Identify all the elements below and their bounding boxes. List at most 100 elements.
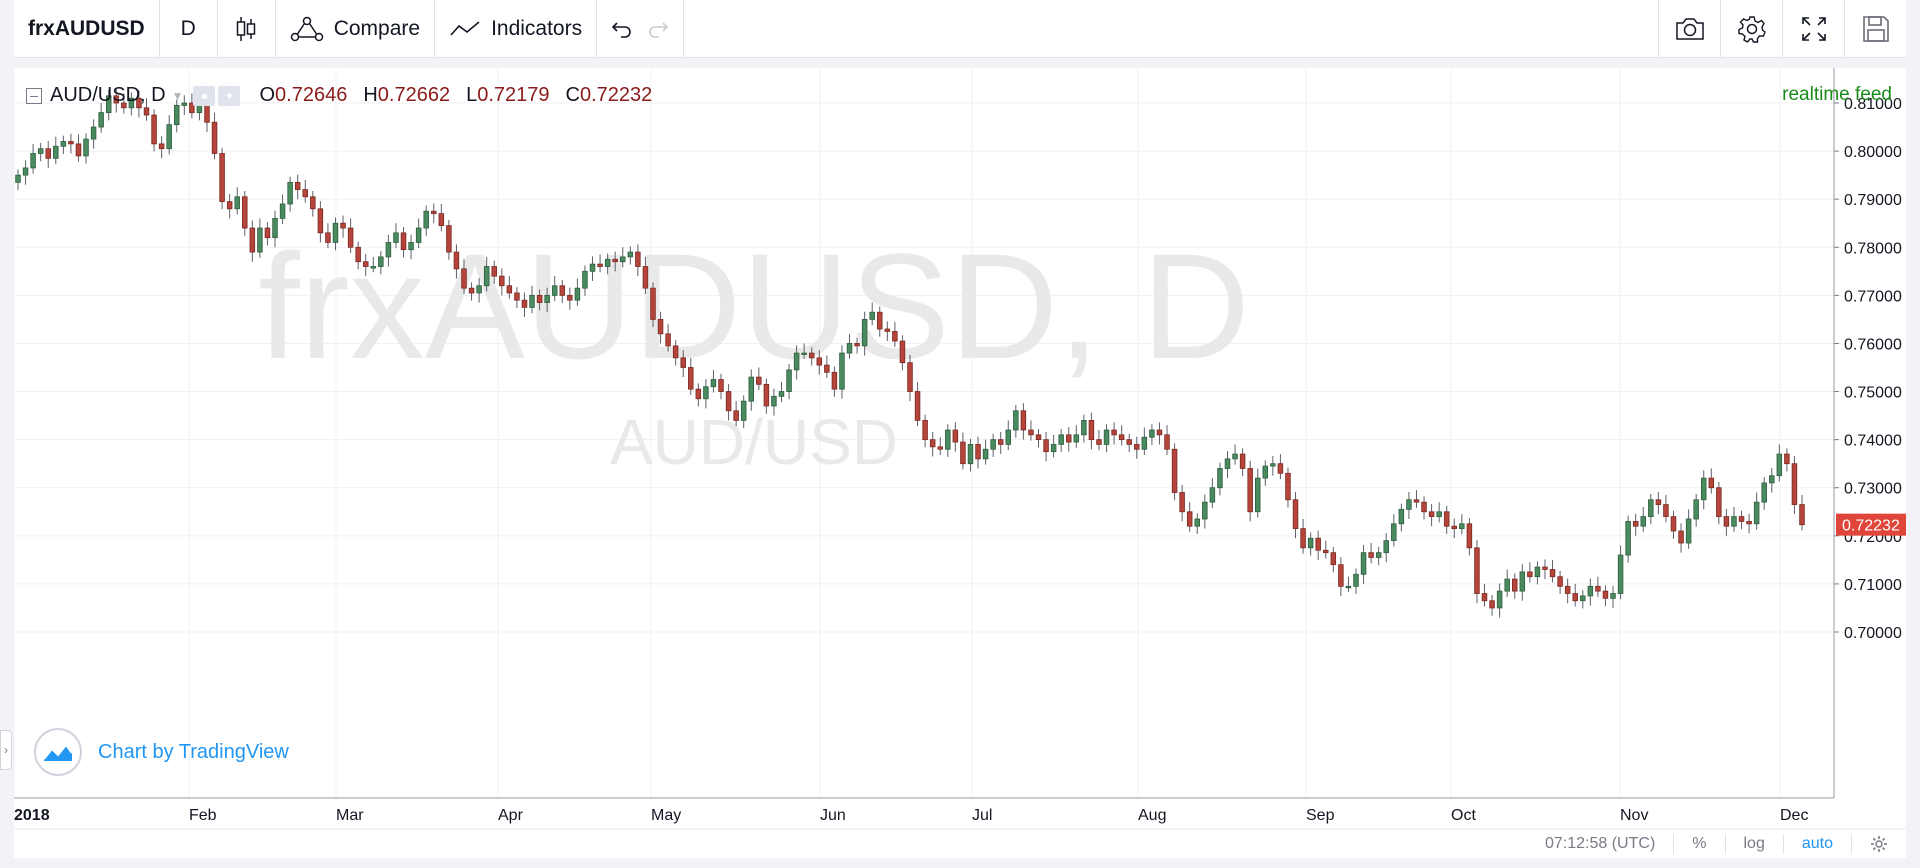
candle (1202, 494, 1208, 529)
candle (446, 219, 452, 260)
x-tick-label: Jul (972, 807, 992, 824)
y-tick-label: 0.78000 (1844, 240, 1902, 257)
log-scale-toggle[interactable]: log (1724, 834, 1783, 854)
chart-style-button[interactable] (218, 0, 276, 58)
scale-settings-icon[interactable] (1851, 834, 1906, 854)
candle-body-down (1239, 453, 1246, 469)
candle-body-down (1564, 585, 1571, 594)
candle-body-down (1466, 523, 1473, 549)
close-value: 0.72232 (579, 84, 653, 106)
candle (839, 345, 845, 399)
candle-body-up (869, 311, 875, 320)
candle-body-up (1209, 487, 1216, 503)
candle (1769, 468, 1775, 493)
candle (1050, 434, 1057, 458)
candle-body-up (1648, 499, 1654, 517)
utc-clock[interactable]: 07:12:58 (UTC) (1545, 835, 1656, 852)
candle (355, 241, 361, 270)
candle-body-down (340, 222, 346, 229)
candle (854, 337, 860, 354)
candle-body-down (824, 364, 830, 373)
candle-body-up (60, 141, 67, 147)
candle-body-up (22, 167, 29, 176)
candle (771, 388, 777, 416)
candle-body-up (945, 429, 951, 450)
candle (952, 422, 959, 452)
candle-body-down (264, 227, 271, 239)
candle (582, 265, 588, 296)
caret-down-icon[interactable]: ▼ (171, 88, 184, 103)
chart-canvas[interactable]: frxAUDUSD, D AUD/USD 0.81000 0.80000 0.790… (14, 68, 1906, 828)
last-price-label: 0.72232 (1842, 518, 1900, 535)
candle-body-down (1670, 516, 1677, 532)
open-value: 0.72646 (275, 84, 348, 106)
candle (1504, 569, 1510, 597)
candle-body-down (1572, 593, 1578, 602)
candle-body-up (604, 258, 611, 267)
save-button[interactable] (1844, 0, 1906, 58)
candle-body-down (1784, 453, 1790, 465)
candle-body-up (128, 97, 135, 109)
candle (1156, 422, 1163, 445)
candle-body-down (45, 148, 51, 159)
candle (861, 311, 868, 356)
candle-body-up (620, 256, 626, 263)
percent-scale-toggle[interactable]: % (1673, 834, 1724, 854)
candle (514, 287, 520, 308)
candle (1186, 502, 1193, 532)
candle-body-down (1126, 439, 1132, 445)
candle-body-up (181, 102, 188, 106)
candle-body-up (378, 256, 384, 267)
candle-body-down (1716, 487, 1722, 517)
candle-body-up (15, 174, 21, 183)
candle-body-down (650, 287, 656, 320)
chart-by-tradingview-link[interactable]: Chart by TradingView (98, 740, 289, 763)
candle (166, 115, 172, 155)
symbol-search-button[interactable]: frxAUDUSD (14, 0, 160, 58)
settings-button[interactable] (1720, 0, 1782, 58)
series-title[interactable]: AUD/USD, D (50, 84, 166, 106)
candle-body-down (657, 319, 664, 335)
candle (1564, 578, 1571, 604)
candle (1383, 532, 1389, 563)
candle (468, 282, 475, 301)
candle-body-up (1050, 444, 1057, 453)
candle (778, 381, 785, 403)
candle (786, 364, 792, 400)
candle-body-down (1043, 439, 1049, 453)
redo-icon[interactable] (647, 19, 669, 39)
chart-pane[interactable]: frxAUDUSD, D AUD/USD 0.81000 0.80000 0.790… (14, 68, 1906, 828)
candle (1217, 462, 1223, 496)
candle-body-down (158, 143, 165, 150)
candle-body-down (136, 97, 142, 109)
candle-body-down (1512, 578, 1518, 592)
candle-body-down (1096, 439, 1102, 445)
side-panel-toggle[interactable]: › (0, 730, 12, 770)
fullscreen-button[interactable] (1782, 0, 1844, 58)
indicators-button[interactable]: Indicators (435, 0, 598, 58)
candle-body-down (1035, 434, 1042, 441)
screenshot-button[interactable] (1658, 0, 1720, 58)
candle-body-down (1481, 593, 1488, 602)
candle-body-down (635, 251, 641, 267)
auto-scale-toggle[interactable]: auto (1782, 834, 1851, 854)
candle-body-down (347, 227, 354, 248)
gear-small-icon[interactable]: ✦ (218, 85, 241, 106)
compare-button[interactable]: Compare (276, 0, 436, 58)
candle-body-down (294, 181, 301, 190)
candle (1443, 506, 1450, 534)
candle (672, 340, 679, 366)
candle-body-down (718, 379, 724, 392)
candle-body-down (1791, 463, 1798, 505)
candle-body-down (1134, 444, 1140, 450)
candle-body-down (1474, 547, 1480, 594)
candle (1421, 496, 1427, 520)
interval-button[interactable]: D (160, 0, 218, 58)
candle-body-down (733, 410, 739, 421)
candle-body-down (1285, 472, 1291, 501)
undo-icon[interactable] (611, 19, 633, 39)
tradingview-branding[interactable]: Chart by TradingView (34, 728, 289, 776)
eye-icon[interactable]: ● (193, 85, 216, 106)
collapse-legend-icon[interactable] (26, 87, 42, 104)
candle (967, 438, 974, 472)
